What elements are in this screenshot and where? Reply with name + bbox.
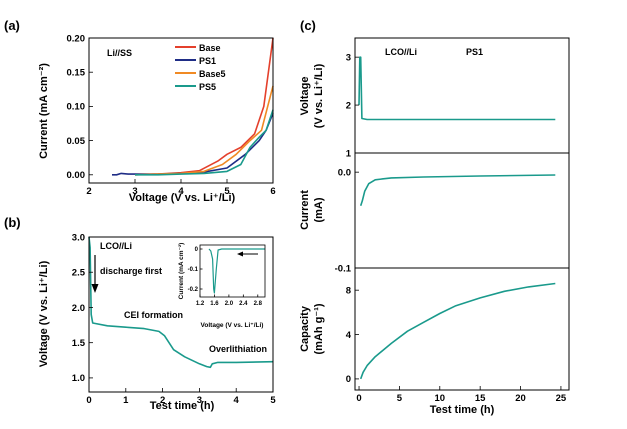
panel-b-y-tick-label: 1.0 — [72, 373, 85, 384]
y-axis-label-a: Current (mA cm⁻²) — [38, 63, 50, 159]
panel-a-x-tick-label: 4 — [178, 186, 184, 197]
panel-a-x-tick-label: 5 — [224, 186, 230, 197]
panel-c-sub3-x-tick-label: 10 — [435, 393, 446, 404]
legend-a: Base PS1 Base5 PS5 — [175, 43, 226, 92]
panel-label-c: (c) — [300, 18, 316, 33]
panel-label-a: (a) — [4, 18, 20, 33]
x-axis-label-b: Test time (h) — [150, 400, 215, 412]
panel-b-y-tick-label: 1.5 — [72, 338, 86, 349]
panel-b-x-tick-label: 2 — [160, 395, 165, 406]
panel-a-x-tick-label: 2 — [86, 186, 91, 197]
panel-a: (a) 2 3 4 5 6 0.00 0.05 0.10 0.15 0.20 Li//SS Bas… — [4, 18, 276, 204]
legend-label-ps5: PS5 — [199, 82, 216, 92]
panel-c-sub3-y-tick-label: 8 — [346, 286, 351, 297]
panel-c-sub3-x-tick-label: 20 — [515, 393, 526, 404]
inset-series-inset — [208, 248, 265, 294]
plot-frame-c — [354, 37, 570, 391]
panel-a-x-tick-label: 3 — [132, 186, 137, 197]
panel-c-sub1-y-tick-label: 2 — [346, 100, 351, 111]
panel-b: (b) 0 1 2 3 4 5 1.0 1.5 2.0 2.5 3.0 LCO//Li discha… — [4, 215, 276, 412]
inset-x-tick-label: 1.6 — [210, 301, 219, 307]
panel-c-sub3-x-tick-label: 15 — [475, 393, 486, 404]
y-axis-unit-current-c: (mA) — [313, 197, 325, 222]
annotation-overlithiation: Overlithiation — [209, 344, 267, 354]
panel-b-x-tick-label: 1 — [123, 395, 129, 406]
panel-b-x-tick-label: 0 — [86, 395, 91, 406]
panel-a-y-tick-label: 0.00 — [67, 170, 86, 181]
y-axis-unit-voltage-c: (V vs. Li⁺/Li) — [313, 63, 325, 128]
panel-a-y-tick-label: 0.20 — [67, 33, 86, 44]
annotation-lco-li-c: LCO//Li — [385, 47, 417, 57]
panel-c-sub3-x-tick-label: 0 — [356, 393, 361, 404]
annotation-cei-formation: CEI formation — [124, 310, 183, 320]
panel-b-series-lco-li — [88, 236, 274, 369]
panel-c-sub3-x-tick-label: 5 — [397, 393, 403, 404]
panel-b-y-tick-label: 2.0 — [72, 303, 85, 314]
panel-c-sub1-series-voltage — [358, 56, 556, 121]
panel-c-sub3-y-tick-label: 0 — [346, 374, 351, 385]
inset-x-axis-label: Voltage (V vs. Li⁺/Li) — [201, 322, 264, 329]
panel-c-sub1-y-tick-label: 3 — [346, 52, 351, 63]
annotation-lco-li-b: LCO//Li — [100, 241, 132, 251]
inset-y-tick-label: -0.1 — [188, 267, 199, 273]
panel-a-series-ps1 — [112, 112, 274, 176]
annotation-ps1: PS1 — [466, 47, 483, 57]
inset-arrowhead — [237, 251, 243, 257]
inset-x-tick-label: 2.8 — [254, 301, 263, 307]
panel-c-sub3-y-tick-label: 4 — [346, 330, 352, 341]
panel-c-sub2-series-current — [359, 174, 556, 206]
legend-label-ps1: PS1 — [199, 56, 216, 66]
y-axis-unit-capacity-c: (mAh g⁻¹) — [313, 303, 325, 354]
inset-x-tick-label: 1.2 — [196, 301, 205, 307]
panel-b-y-tick-label: 2.5 — [72, 268, 86, 279]
inset-plot: 1.2 1.6 2.0 2.4 2.8 0 -0.1 -0.2 Voltage (V vs. … — [174, 242, 270, 329]
panel-a-x-tick-label: 6 — [270, 186, 275, 197]
plot-frame-b — [88, 236, 274, 393]
panel-a-series-base5 — [134, 85, 274, 176]
annotation-discharge-first: discharge first — [100, 266, 162, 276]
x-axis-label-c: Test time (h) — [430, 404, 495, 416]
panel-b-x-tick-label: 4 — [234, 395, 240, 406]
panel-b-x-tick-label: 3 — [197, 395, 202, 406]
legend-label-base: Base — [199, 43, 221, 53]
annotation-li-ss: Li//SS — [107, 48, 132, 58]
inset-y-axis-label: Current (mA cm⁻²) — [178, 243, 185, 300]
y-axis-label-voltage-c: Voltage — [299, 77, 311, 116]
y-axis-label-capacity-c: Capacity — [299, 305, 311, 352]
inset-y-tick-label: -0.2 — [188, 287, 199, 293]
panel-b-y-tick-label: 3.0 — [72, 232, 85, 243]
panel-c-sub2-y-tick-label: 0.0 — [338, 167, 351, 178]
panel-b-x-tick-label: 5 — [270, 395, 276, 406]
y-axis-label-current-c: Current — [299, 190, 311, 230]
panel-label-b: (b) — [4, 215, 21, 230]
inset-x-tick-label: 2.0 — [225, 301, 234, 307]
panel-a-y-tick-label: 0.05 — [67, 136, 86, 147]
discharge-arrowhead — [91, 284, 99, 293]
inset-frame — [199, 244, 266, 298]
panel-a-y-tick-label: 0.10 — [67, 102, 86, 113]
panel-a-y-tick-label: 0.15 — [67, 68, 86, 79]
panel-a-series-ps5 — [135, 109, 274, 176]
panel-c-sub3-x-tick-label: 25 — [556, 393, 567, 404]
panel-c-sub1-y-tick-label: 1 — [346, 148, 352, 159]
inset-y-tick-label: 0 — [195, 247, 199, 253]
panel-c-sub3-series-capacity — [359, 282, 556, 380]
panel-c-sub2-y-tick-label: -0.1 — [335, 263, 352, 274]
y-axis-label-b: Voltage (V vs. Li⁺/Li) — [38, 260, 50, 367]
inset-x-tick-label: 2.4 — [239, 301, 248, 307]
legend-label-base5: Base5 — [199, 69, 226, 79]
x-axis-label-a: Voltage (V vs. Li⁺/Li) — [129, 192, 236, 204]
